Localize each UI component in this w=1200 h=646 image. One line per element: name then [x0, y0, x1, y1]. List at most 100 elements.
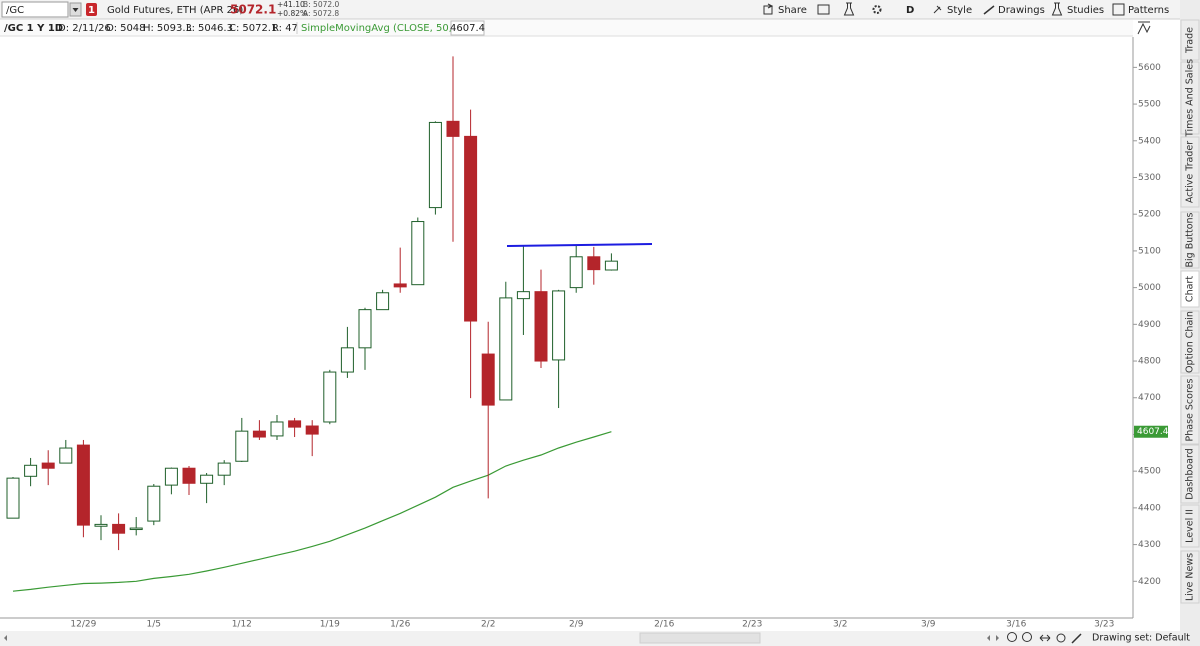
y-tick-label: 4700	[1138, 393, 1161, 403]
x-tick-label: 2/9	[569, 620, 584, 630]
badge[interactable]	[86, 3, 97, 16]
x-tick-label: 3/16	[1006, 620, 1026, 630]
candle-body	[270, 421, 284, 437]
sidebar-tab[interactable]	[1180, 136, 1200, 208]
y-tick-label: 4400	[1138, 503, 1161, 513]
bar-date: D: 2/11/26	[58, 23, 111, 34]
period-button[interactable]: D	[906, 5, 914, 16]
candle-body	[252, 430, 266, 438]
x-tick-label: 2/2	[481, 620, 495, 630]
drawings-button[interactable]: Drawings	[998, 5, 1045, 16]
sidebar-tab-label[interactable]: Active Trader	[1185, 141, 1196, 203]
draw-button[interactable]	[1071, 633, 1082, 644]
symbol[interactable]: /GC	[6, 5, 24, 16]
style-button[interactable]: Style	[947, 5, 972, 16]
study-value-box	[450, 20, 485, 36]
x-tick-label: 3/9	[921, 620, 936, 630]
last-price: 5072.1	[230, 3, 276, 17]
candle-body	[340, 347, 354, 373]
symbol-input[interactable]	[1, 1, 69, 18]
candle-body	[446, 120, 460, 137]
plot: 4200430044004500460047004800490050005100…	[6, 56, 1169, 630]
candle-body	[217, 462, 231, 476]
info-row-bg	[0, 20, 1133, 36]
scroll-thumb[interactable]	[639, 632, 761, 644]
drawing-set[interactable]: Drawing set: Default	[1092, 633, 1190, 644]
zoom-out[interactable]	[1007, 632, 1017, 642]
close-value: 5072.1	[242, 23, 277, 34]
x-tick-label: 2/23	[742, 620, 762, 630]
lab-icon[interactable]	[843, 2, 855, 16]
candle-body	[604, 260, 618, 271]
sidebar-tab-label[interactable]: Level II	[1185, 509, 1196, 543]
sidebar-tab-label[interactable]: Chart	[1185, 276, 1196, 302]
candle-body	[200, 474, 214, 484]
study-tag-label: 4607.4	[1137, 427, 1169, 437]
x-tick-label: 1/5	[147, 620, 161, 630]
sidebar-tab[interactable]	[1180, 211, 1200, 269]
change-pct: +0.82%	[277, 9, 307, 18]
settings-icon[interactable]	[872, 5, 882, 14]
sidebar-tab-label[interactable]: Live News	[1185, 553, 1196, 601]
scale-icon[interactable]	[1137, 21, 1151, 35]
sidebar-tab[interactable]	[1180, 504, 1200, 548]
scroll-left[interactable]	[4, 635, 7, 641]
sidebar-tab[interactable]	[1180, 375, 1200, 445]
pan-buttons[interactable]	[987, 635, 999, 641]
candle-body	[323, 371, 337, 423]
patterns-button[interactable]: Patterns	[1128, 5, 1169, 16]
bar-high: H: 5093.3	[143, 23, 192, 34]
share-button[interactable]: Share	[778, 5, 807, 16]
toolbar-bg	[0, 0, 1180, 19]
candle-body	[464, 135, 478, 322]
sidebar-tab-label[interactable]: Option Chain	[1185, 311, 1196, 373]
bar-close: C: 5072.1	[229, 23, 277, 34]
sidebar-tab[interactable]	[1180, 550, 1200, 604]
sidebar-tab-label[interactable]: Times And Sales	[1185, 59, 1196, 138]
sidebar-tab-label[interactable]: Trade	[1185, 27, 1196, 54]
x-tick-label: 2/16	[654, 620, 674, 630]
candle-body	[6, 477, 20, 519]
sidebar-tab[interactable]	[1180, 270, 1200, 308]
sidebar-tabs: Trade Times And Sales Active Trader Big But…	[1180, 19, 1200, 604]
bar-open: O: 5048	[106, 23, 146, 34]
sidebar-tab[interactable]	[1180, 61, 1200, 135]
sidebar-tab-label[interactable]: Phase Scores	[1185, 378, 1196, 441]
sidebar-tab[interactable]	[1180, 444, 1200, 504]
open-label: O:	[106, 23, 117, 34]
y-tick-label: 4800	[1138, 357, 1161, 367]
snapshot-icon[interactable]	[817, 4, 830, 15]
open-value: 5048	[120, 23, 145, 34]
sidebar-tab[interactable]	[1180, 19, 1200, 61]
candle-body	[569, 256, 583, 289]
high-label: H:	[143, 23, 154, 34]
sidebar-tab-label[interactable]: Big Buttons	[1185, 212, 1196, 267]
low-value: 5046.3	[198, 23, 233, 34]
badge-text: 1	[88, 5, 95, 16]
sma-line	[12, 431, 612, 592]
studies-icon	[1051, 2, 1063, 16]
candle-body	[182, 467, 196, 484]
y-tick-label: 5100	[1138, 246, 1161, 256]
studies-button[interactable]: Studies	[1067, 5, 1104, 16]
bar-low: L: 5046.3	[186, 23, 233, 34]
y-tick-label: 4200	[1138, 577, 1161, 587]
candle-body	[129, 527, 143, 531]
sidebar-tab-label[interactable]: Dashboard	[1185, 448, 1196, 500]
candle-body	[305, 425, 319, 435]
fit-button[interactable]	[1039, 634, 1051, 642]
x-tick-label: 1/19	[320, 620, 340, 630]
change: +41.10	[277, 0, 305, 9]
sidebar-tab[interactable]	[1180, 310, 1200, 374]
candle-body	[164, 467, 178, 486]
drawings-icon	[983, 5, 995, 15]
crosshair-button[interactable]	[1056, 633, 1066, 643]
candle-body	[76, 444, 90, 526]
x-tick-label: 3/23	[1094, 620, 1114, 630]
y-tick-label: 5600	[1138, 63, 1161, 73]
zoom-in[interactable]	[1022, 632, 1032, 642]
study-name: SimpleMovingAvg (CLOSE, 50, 0, no)	[301, 23, 484, 34]
style-icon	[933, 5, 942, 14]
trendline-drawing[interactable]	[506, 243, 653, 247]
